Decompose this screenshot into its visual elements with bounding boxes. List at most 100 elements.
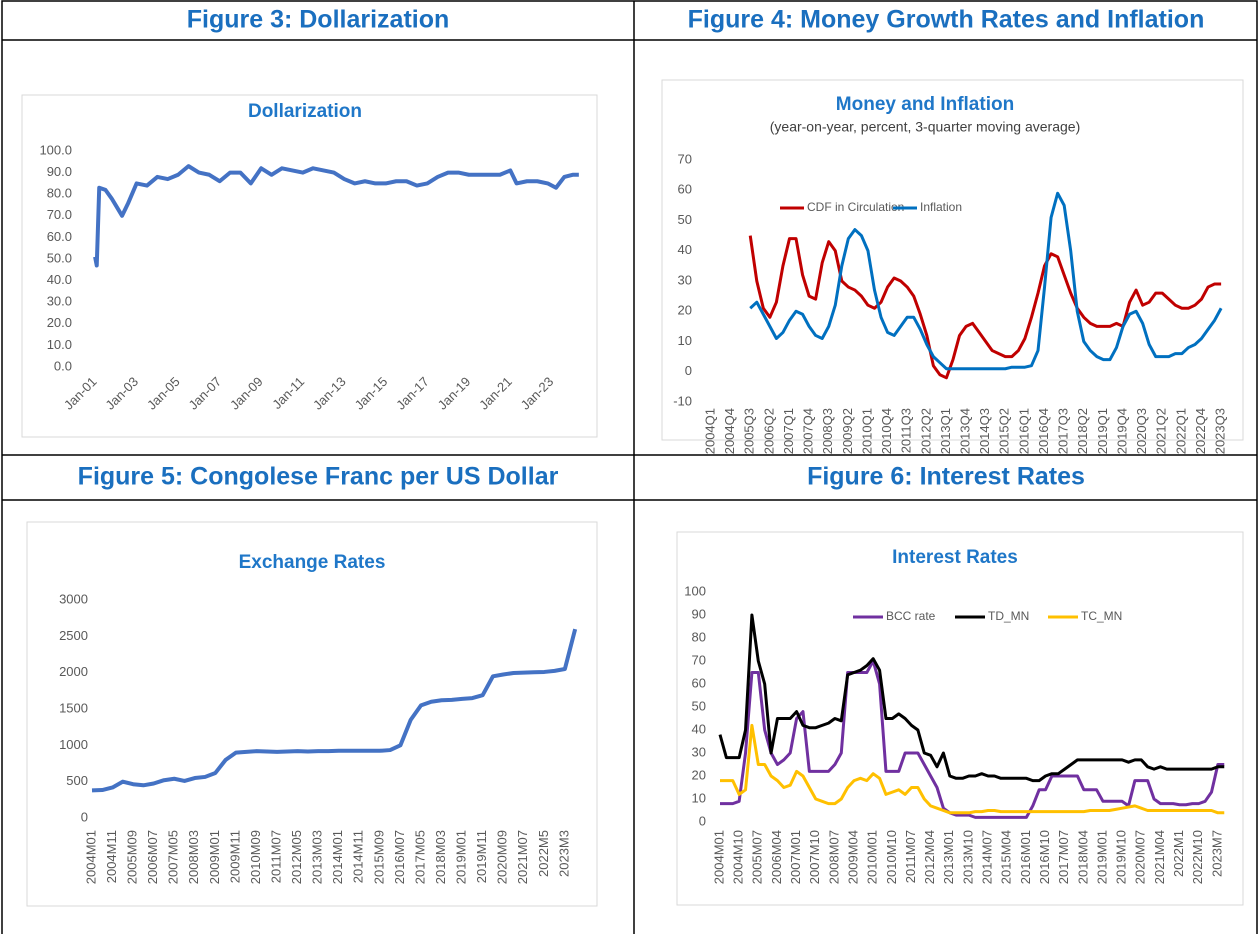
x-tick-label: 2019M01: [454, 830, 469, 884]
y-tick-label: 40.0: [47, 272, 72, 287]
y-tick-label: 80.0: [47, 186, 72, 201]
x-tick-label: 2022M10: [1190, 830, 1205, 884]
data-line: [748, 235, 1222, 380]
x-tick-label: 2006Q2: [761, 408, 776, 454]
figure-heading: Figure 5: Congolese Franc per US Dollar: [78, 463, 559, 491]
x-tick-label: 2022Q1: [1173, 408, 1188, 454]
y-tick-label: 100.0: [39, 142, 72, 157]
x-tick-label: 2010M09: [248, 830, 263, 884]
x-tick-label: 2010Q4: [879, 408, 894, 454]
chart-frame: [26, 521, 598, 907]
x-tick-label: 2009M11: [227, 830, 242, 883]
x-tick-label: 2005M07: [750, 830, 765, 884]
y-tick-label: 10.0: [47, 337, 72, 352]
y-tick-label: -10: [673, 393, 692, 408]
x-tick-label: 2012M05: [289, 830, 304, 884]
y-tick-label: 0: [685, 363, 692, 378]
y-tick-label: 30: [692, 744, 706, 759]
x-tick-label: 2007Q1: [781, 408, 796, 454]
y-tick-label: 20: [692, 767, 706, 782]
x-tick-label: 2020M07: [1133, 830, 1148, 884]
y-tick-label: 80: [692, 629, 706, 644]
x-tick-label: 2012M04: [922, 830, 937, 884]
y-tick-label: 3000: [59, 591, 88, 606]
y-tick-label: 10: [692, 790, 706, 805]
data-line: [91, 628, 578, 793]
x-tick-label: 2013M01: [941, 830, 956, 884]
legend-label: Inflation: [920, 200, 962, 214]
x-tick-label: 2011Q3: [899, 408, 914, 453]
x-tick-label: 2006M07: [145, 830, 160, 884]
y-tick-label: 70: [678, 151, 692, 166]
x-tick-label: 2020Q3: [1134, 408, 1149, 454]
x-tick-label: 2004Q1: [702, 408, 717, 454]
legend-label: TC_MN: [1081, 609, 1122, 623]
x-tick-label: 2023Q3: [1213, 408, 1228, 454]
data-line: [720, 659, 1225, 819]
chart-frame: [676, 531, 1244, 906]
x-tick-label: 2015Q2: [997, 408, 1012, 454]
y-tick-label: 1000: [59, 737, 88, 752]
y-tick-label: 2000: [59, 664, 88, 679]
y-tick-label: 50.0: [47, 250, 72, 265]
y-tick-label: 30.0: [47, 294, 72, 309]
x-tick-label: 2017Q3: [1056, 408, 1071, 454]
x-tick-label: 2019Q1: [1095, 408, 1110, 454]
legend-label: BCC rate: [886, 609, 936, 623]
x-tick-label: 2010M01: [865, 830, 880, 884]
y-tick-label: 40: [678, 242, 692, 257]
y-tick-label: 90: [692, 606, 706, 621]
x-tick-label: 2004M11: [104, 830, 119, 883]
data-line: [749, 191, 1223, 371]
x-tick-label: 2008Q3: [820, 408, 835, 454]
x-tick-label: 2015M04: [999, 830, 1014, 884]
x-tick-label: 2023M7: [1209, 830, 1224, 877]
x-tick-label: 2022Q4: [1193, 408, 1208, 454]
y-tick-label: 30: [678, 272, 692, 287]
y-tick-label: 500: [66, 773, 88, 788]
y-tick-label: 20: [678, 303, 692, 318]
x-tick-label: 2006M04: [769, 830, 784, 884]
x-tick-label: 2008M03: [186, 830, 201, 884]
y-tick-label: 60: [692, 675, 706, 690]
y-tick-label: 10: [678, 333, 692, 348]
figure-heading: Figure 3: Dollarization: [187, 6, 450, 34]
y-tick-label: 40: [692, 721, 706, 736]
x-tick-label: 2013Q4: [957, 408, 972, 454]
y-tick-label: 60: [678, 182, 692, 197]
y-tick-label: 1500: [59, 700, 88, 715]
x-tick-label: 2013M03: [310, 830, 325, 884]
x-tick-label: 2014M01: [330, 830, 345, 884]
x-tick-label: 2013Q1: [938, 408, 953, 454]
x-tick-label: 2022M1: [1171, 830, 1186, 877]
x-tick-label: 2012Q2: [918, 408, 933, 454]
x-tick-label: 2010M10: [884, 830, 899, 884]
y-tick-label: 90.0: [47, 164, 72, 179]
y-tick-label: 60.0: [47, 229, 72, 244]
chart-title: Dollarization: [248, 101, 362, 122]
y-tick-label: 50: [678, 212, 692, 227]
legend-label: TD_MN: [988, 609, 1029, 623]
x-tick-label: 2021M07: [515, 830, 530, 884]
y-tick-label: 70: [692, 652, 706, 667]
x-tick-label: 2007M05: [166, 830, 181, 884]
x-tick-label: 2009M01: [207, 830, 222, 884]
chart-title: Money and Inflation: [836, 94, 1014, 115]
figure-heading: Figure 4: Money Growth Rates and Inflati…: [688, 6, 1205, 34]
x-tick-label: 2021Q2: [1154, 408, 1169, 454]
data-line: [93, 164, 579, 268]
x-tick-label: 2016Q4: [1036, 408, 1051, 454]
x-tick-label: 2011M07: [903, 830, 918, 883]
x-tick-label: 2019Q4: [1114, 408, 1129, 454]
x-tick-label: 2017M05: [412, 830, 427, 884]
x-tick-label: 2004M10: [731, 830, 746, 884]
x-tick-label: 2020M09: [495, 830, 510, 884]
legend-label: CDF in Circulation: [807, 200, 904, 214]
chart-frame: [661, 79, 1244, 441]
x-tick-label: 2010Q1: [859, 408, 874, 454]
chart-subtitle: (year-on-year, percent, 3-quarter moving…: [770, 119, 1080, 135]
x-tick-label: 2023M3: [556, 830, 571, 877]
chart-title: Exchange Rates: [239, 552, 386, 573]
